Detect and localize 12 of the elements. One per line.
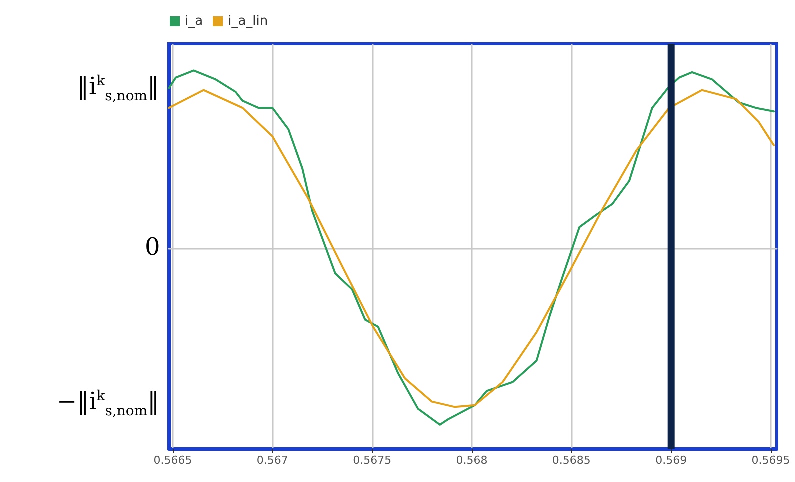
x-tick-label: 0.569 <box>656 454 688 467</box>
text: −‖i$^{k}$$_{s,nom}$‖ <box>57 388 160 420</box>
x-tick-label: 0.567 <box>256 454 288 467</box>
legend-label: i_a <box>185 14 204 29</box>
text: 0 <box>145 232 160 260</box>
legend-label: i_a_lin <box>228 14 268 29</box>
x-tick-label: 0.5675 <box>353 454 392 467</box>
x-tick-label: 0.568 <box>456 454 488 467</box>
x-tick-label: 0.5685 <box>552 454 591 467</box>
x-tick-label: 0.5695 <box>752 454 790 467</box>
text: ‖i$^{k}$$_{s,nom}$‖ <box>77 72 160 104</box>
x-tick-label: 0.5665 <box>154 454 192 467</box>
